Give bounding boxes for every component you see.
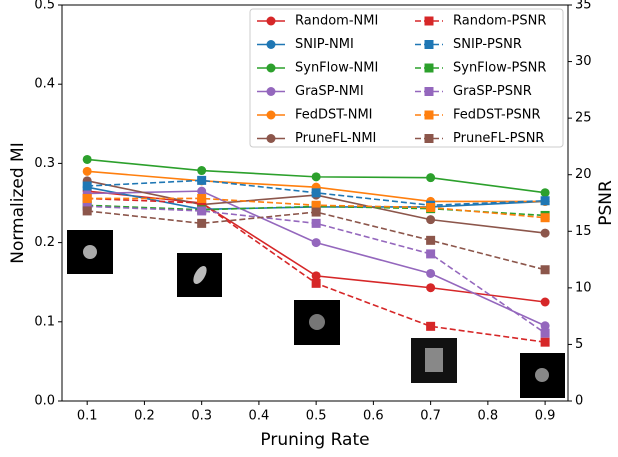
y2-tick-label: 5 (575, 337, 583, 352)
marker (426, 283, 436, 293)
legend-marker (424, 63, 434, 73)
marker (311, 200, 321, 210)
legend-label: GraSP-NMI (295, 84, 364, 99)
legend-label: PruneFL-PSNR (453, 131, 544, 146)
y-tick-label: 0.1 (34, 314, 55, 329)
marker (426, 268, 436, 278)
marker (540, 213, 550, 223)
x-tick-label: 0.1 (77, 409, 98, 424)
marker (426, 321, 436, 331)
legend-marker (424, 40, 434, 49)
thumbnail-digit (535, 368, 549, 382)
legend-label: SNIP-NMI (295, 37, 354, 52)
legend-label: Random-NMI (295, 14, 378, 29)
marker (197, 218, 207, 228)
x-tick-label: 0.9 (535, 409, 556, 424)
y2-tick-label: 0 (575, 394, 583, 409)
marker (82, 166, 92, 176)
thumbnail-digit (83, 245, 97, 259)
y2-tick-label: 20 (575, 167, 592, 182)
plot-frame (61, 4, 569, 402)
marker (82, 181, 92, 191)
marker (197, 175, 207, 185)
legend-marker (424, 134, 434, 143)
x-tick-label: 0.4 (249, 409, 270, 424)
legend-label: SNIP-PSNR (453, 37, 522, 52)
legend-marker (266, 16, 276, 26)
marker (540, 265, 550, 275)
marker (540, 297, 550, 307)
thumbnails (67, 230, 565, 398)
y-tick-label: 0.2 (34, 235, 55, 250)
marker (540, 188, 550, 198)
legend-marker (424, 110, 434, 120)
x-tick-label: 0.7 (420, 409, 441, 424)
legend-label: PruneFL-NMI (295, 131, 376, 146)
marker (82, 193, 92, 203)
marker (197, 166, 207, 176)
marker (540, 328, 550, 338)
x-axis-label: Pruning Rate (260, 430, 369, 450)
marker (82, 154, 92, 164)
marker (311, 172, 321, 182)
x-tick-label: 0.3 (191, 409, 212, 424)
marker (82, 206, 92, 216)
marker (311, 218, 321, 228)
thumbnail-digit (425, 348, 443, 372)
marker (540, 337, 550, 347)
marker (197, 186, 207, 196)
marker (311, 238, 321, 248)
marker (426, 215, 436, 225)
y2-tick-label: 15 (575, 224, 592, 239)
y2-axis-label: PSNR (596, 180, 616, 226)
x-tick-label: 0.5 (306, 409, 327, 424)
marker (82, 201, 92, 211)
legend-marker (266, 40, 276, 49)
marker (197, 198, 207, 208)
thumbnail-digit (309, 314, 325, 330)
x-tick-label: 0.2 (134, 409, 155, 424)
legend-label: FedDST-PSNR (453, 108, 541, 123)
marker (426, 203, 436, 213)
y2-tick-label: 30 (575, 54, 592, 69)
marker (311, 188, 321, 198)
y-tick-label: 0.5 (34, 0, 55, 13)
marker (197, 206, 207, 216)
marker (311, 278, 321, 288)
legend-marker (266, 87, 276, 96)
y-tick-label: 0.4 (34, 77, 55, 92)
marker (197, 193, 207, 203)
legend-marker (266, 63, 276, 73)
legend-box (249, 8, 564, 148)
x-tick-label: 0.6 (363, 409, 384, 424)
marker (311, 271, 321, 281)
legend-marker (424, 16, 434, 26)
marker (540, 228, 550, 238)
legend-label: SynFlow-PSNR (453, 61, 546, 76)
y2-tick-label: 10 (575, 280, 592, 295)
legend-label: GraSP-PSNR (453, 84, 532, 99)
y2-tick-label: 25 (575, 111, 592, 126)
legend-label: FedDST-NMI (295, 108, 373, 123)
marker (426, 249, 436, 259)
y2-tick-label: 35 (575, 0, 592, 13)
y-tick-label: 0.3 (34, 156, 55, 171)
legend-label: SynFlow-NMI (295, 61, 378, 76)
x-tick-label: 0.8 (478, 409, 499, 424)
y-tick-label: 0.0 (34, 394, 55, 409)
y-axis-label: Normalized MI (8, 142, 28, 264)
marker (540, 321, 550, 331)
legend-label: Random-PSNR (453, 14, 546, 29)
thumbnail-digit (193, 265, 207, 285)
marker (540, 196, 550, 206)
legend-marker (266, 110, 276, 120)
marker (426, 173, 436, 183)
marker (311, 207, 321, 217)
legend-marker (266, 134, 276, 143)
legend-marker (424, 87, 434, 96)
marker (426, 235, 436, 245)
